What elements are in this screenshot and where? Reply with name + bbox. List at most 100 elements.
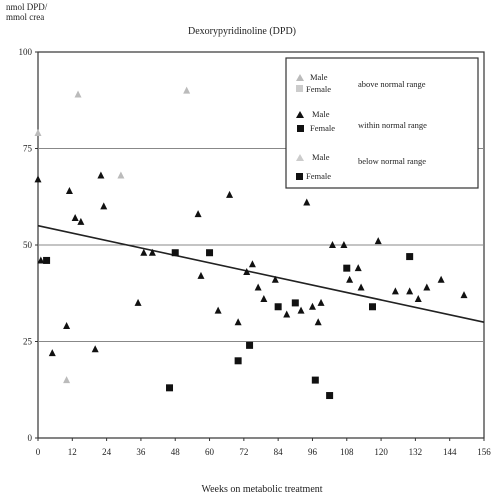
data-point-within-female: [234, 357, 242, 365]
data-point-above-male: [117, 171, 125, 179]
legend-marker-above-male: [296, 74, 304, 81]
data-point-within-male: [226, 190, 234, 198]
data-point-within-female: [343, 264, 351, 272]
data-point-below-female: [311, 376, 319, 384]
data-point-within-male: [303, 198, 311, 206]
data-point-within-male: [357, 283, 365, 291]
data-point-within-male: [328, 241, 336, 248]
x-tick-label: 84: [274, 447, 284, 457]
data-point-within-male: [91, 345, 99, 353]
data-point-within-male: [354, 264, 362, 272]
data-point-within-male: [340, 241, 348, 248]
data-point-within-female: [171, 249, 179, 257]
data-point-above-male: [74, 90, 82, 98]
x-tick-label: 120: [374, 447, 388, 457]
y-tick-label: 0: [28, 433, 33, 443]
data-point-within-male: [283, 310, 291, 318]
legend-above-male: Male: [310, 72, 328, 82]
data-point-below-female: [166, 384, 174, 392]
data-point-above-male: [34, 129, 42, 137]
trendline-group: [37, 224, 485, 323]
data-point-within-male: [71, 213, 79, 221]
data-point-within-female: [406, 253, 414, 261]
data-point-within-male: [214, 306, 222, 314]
legend-marker-below-female: [296, 173, 303, 180]
data-point-within-male: [374, 237, 382, 245]
data-point-within-male: [134, 298, 142, 306]
data-point-within-male: [77, 217, 85, 225]
data-point-within-male: [34, 175, 42, 183]
legend-above-female: Female: [306, 84, 331, 94]
data-point-within-male: [140, 248, 148, 256]
x-tick-label: 108: [340, 447, 354, 457]
data-point-within-male: [391, 287, 399, 295]
x-tick-label: 96: [308, 447, 318, 457]
x-axis-ticks: 0 12 24 36 48 60 72 84 96 108 120 132 144 156: [36, 438, 491, 457]
data-point-within-female: [246, 341, 254, 349]
x-tick-label: 60: [205, 447, 215, 457]
data-point-within-male: [271, 275, 279, 283]
data-point-within-male: [254, 283, 262, 291]
y-axis-label-line-1: nmol DPD/: [6, 2, 48, 12]
x-tick-label: 156: [477, 447, 491, 457]
data-point-above-male: [183, 86, 191, 94]
legend-marker-within-female: [297, 125, 304, 132]
data-point-within-male: [297, 306, 305, 314]
legend-within-male: Male: [312, 109, 330, 119]
y-axis-label-line-2: mmol crea: [6, 12, 45, 22]
data-point-within-male: [243, 268, 251, 276]
data-point-within-female: [43, 256, 51, 264]
x-tick-label: 48: [171, 447, 181, 457]
x-tick-label: 24: [102, 447, 112, 457]
data-point-within-male: [260, 295, 268, 303]
data-point-within-male: [423, 283, 431, 291]
x-tick-label: 72: [239, 447, 248, 457]
x-tick-label: 12: [68, 447, 77, 457]
chart-title: Dexorypyridinoline (DPD): [188, 26, 296, 37]
data-point-within-male: [314, 318, 322, 326]
y-tick-label: 75: [23, 144, 33, 154]
data-point-above-male: [63, 376, 71, 384]
data-point-within-male: [248, 260, 256, 268]
y-axis-ticks: 0 25 50 75 100: [19, 47, 38, 443]
data-point-within-male: [406, 287, 414, 295]
legend-box: [285, 57, 479, 189]
data-point-within-male: [97, 171, 105, 179]
data-point-within-male: [100, 202, 108, 210]
data-point-within-female: [369, 303, 376, 311]
data-point-within-female: [206, 249, 214, 257]
x-tick-label: 36: [136, 447, 146, 457]
legend-below-male: Male: [312, 152, 330, 162]
data-point-within-male: [308, 302, 316, 310]
x-tick-label: 0: [36, 447, 41, 457]
y-tick-label: 50: [23, 240, 33, 250]
legend-within-female: Female: [310, 123, 335, 133]
legend: Male Female above normal range Male Fema…: [285, 57, 479, 189]
data-point-within-male: [234, 318, 242, 326]
data-point-within-male: [48, 349, 56, 357]
data-point-within-male: [317, 298, 325, 306]
legend-marker-below-male: [296, 154, 304, 161]
data-point-within-male: [197, 271, 205, 279]
data-points: [34, 86, 468, 400]
data-point-within-male: [148, 248, 156, 256]
data-point-within-male: [437, 275, 445, 283]
legend-marker-above-female: [296, 85, 303, 92]
y-tick-label: 100: [19, 47, 33, 57]
data-point-below-female: [326, 392, 334, 400]
legend-below-range: below normal range: [358, 156, 426, 166]
legend-above-range: above normal range: [358, 79, 426, 89]
legend-below-female: Female: [306, 171, 331, 181]
data-point-within-male: [346, 275, 354, 283]
data-point-within-female: [274, 303, 282, 311]
data-point-within-female: [291, 299, 299, 307]
trendline: [37, 224, 485, 323]
x-tick-label: 132: [409, 447, 423, 457]
data-point-within-male: [414, 295, 422, 303]
data-point-within-male: [65, 186, 73, 194]
data-point-within-male: [460, 291, 468, 299]
x-axis-label: Weeks on metabolic treatment: [201, 484, 322, 495]
y-tick-label: 25: [23, 337, 33, 347]
data-point-within-male: [63, 322, 71, 330]
